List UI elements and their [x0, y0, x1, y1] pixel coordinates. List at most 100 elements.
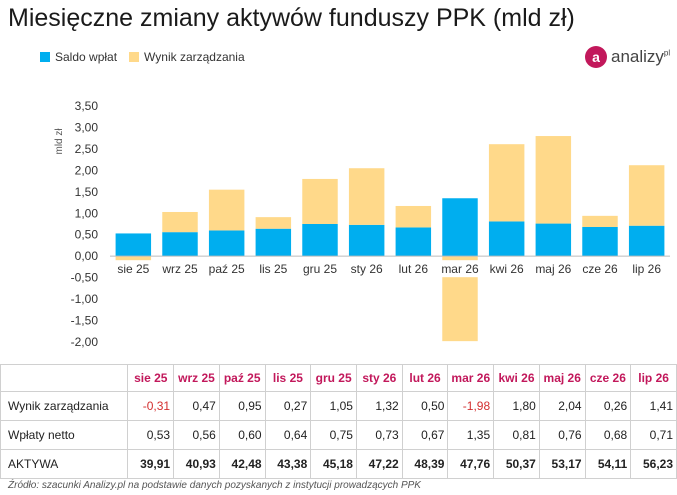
table-cell: 0,75 [310, 420, 357, 450]
table-header-month: kwi 26 [493, 364, 540, 392]
y-tick-label: -0,50 [71, 271, 99, 285]
y-tick-label: 3,00 [75, 120, 99, 134]
table-header-month: mar 26 [447, 364, 495, 392]
chart-title: Miesięczne zmiany aktywów funduszy PPK (… [8, 4, 575, 32]
legend: Saldo wpłat Wynik zarządzania [40, 50, 245, 64]
table-cell: 0,73 [355, 420, 403, 450]
legend-label-wynik: Wynik zarządzania [144, 50, 245, 64]
bar-saldo [628, 225, 665, 257]
x-label-background [110, 260, 157, 278]
table-cell: 1,41 [630, 391, 677, 421]
row-label: Wynik zarządzania [0, 391, 129, 421]
table-cell: 0,71 [630, 420, 677, 450]
x-tick-label: lip 26 [632, 262, 661, 276]
table-cell: 0,47 [173, 391, 220, 421]
table-cell: 42,48 [218, 449, 266, 479]
table-cell: 54,11 [584, 449, 632, 479]
table-header-row: sie 25 wrz 25 paź 25 lis 25 gru 25 sty 26 lut … [0, 364, 677, 392]
table-header-month: sie 25 [127, 364, 175, 392]
table-cell: 0,64 [264, 420, 312, 450]
logo-superscript: pl [663, 48, 671, 58]
legend-swatch-wynik [129, 52, 140, 62]
table-header-month: lut 26 [401, 364, 449, 392]
table-cell: 1,05 [310, 391, 357, 421]
bar-saldo [162, 232, 198, 257]
y-tick-label: 1,50 [75, 185, 99, 199]
table-cell: 39,91 [127, 449, 175, 479]
row-label: AKTYWA [0, 449, 129, 479]
bar-wynik [208, 189, 245, 231]
x-tick-label: wrz 25 [161, 262, 198, 276]
y-tick-label: 2,50 [75, 142, 99, 156]
bar-wynik [255, 217, 292, 229]
table-cell: 0,81 [493, 420, 540, 450]
bar-wynik [302, 178, 338, 224]
table-cell: 47,76 [447, 449, 495, 479]
table-row-wynik: Wynik zarządzania -0,31 0,47 0,95 0,27 1,05 1… [0, 391, 677, 421]
table-cell: 0,67 [401, 420, 449, 450]
x-tick-label: maj 26 [535, 262, 571, 276]
x-label-background [390, 260, 437, 278]
table-cell: 0,95 [218, 391, 266, 421]
table-cell: 0,56 [173, 420, 220, 450]
bar-wynik [348, 168, 385, 225]
x-label-background [250, 260, 297, 278]
table-cell: 0,50 [401, 391, 449, 421]
x-label-background [297, 260, 343, 278]
table-cell: -1,98 [447, 391, 495, 421]
table-row-aktywa: AKTYWA 39,91 40,93 42,48 43,38 45,18 47,22 48,… [0, 449, 677, 479]
x-label-background [343, 260, 390, 278]
bar-saldo [395, 227, 432, 257]
bar-saldo [488, 221, 525, 257]
x-tick-label: sie 25 [117, 262, 149, 276]
table-header-month: lip 26 [630, 364, 677, 392]
legend-label-saldo: Saldo wpłat [55, 50, 118, 64]
table-cell: 2,04 [538, 391, 586, 421]
legend-swatch-saldo [40, 52, 50, 62]
table-cell: 50,37 [493, 449, 540, 479]
table-cell: 56,23 [630, 449, 677, 479]
bar-saldo [255, 228, 292, 257]
logo-text: analizypl [611, 47, 670, 67]
x-label-background [530, 260, 577, 278]
bar-wynik [162, 211, 198, 233]
table-cell: 1,35 [447, 420, 495, 450]
x-tick-label: cze 26 [582, 262, 618, 276]
bar-wynik [582, 215, 618, 228]
bar-wynik [535, 136, 572, 224]
y-tick-label: 0,00 [75, 249, 99, 263]
table-cell: 0,26 [584, 391, 632, 421]
logo-mark-icon: a [585, 46, 607, 68]
table-cell: 0,53 [127, 420, 175, 450]
table-cell: 40,93 [173, 449, 220, 479]
y-tick-label: 0,50 [75, 228, 99, 242]
x-label-background [623, 260, 670, 278]
table-header-month: gru 25 [310, 364, 357, 392]
bar-wynik [395, 205, 432, 228]
x-tick-label: sty 26 [351, 262, 383, 276]
table-cell: 1,80 [493, 391, 540, 421]
bar-saldo [535, 223, 572, 257]
x-tick-label: paź 25 [209, 262, 245, 276]
table-cell: 45,18 [310, 449, 357, 479]
x-tick-label: mar 26 [441, 262, 479, 276]
x-label-background [483, 260, 530, 278]
table-header-month: cze 26 [584, 364, 632, 392]
table-row-wplaty: Wpłaty netto 0,53 0,56 0,60 0,64 0,75 0,73 0,6… [0, 420, 677, 450]
table-cell: -0,31 [127, 391, 175, 421]
x-tick-label: lis 25 [259, 262, 287, 276]
bar-wynik [628, 165, 665, 226]
bar-saldo [348, 224, 385, 257]
bar-saldo [582, 227, 618, 257]
x-tick-label: kwi 26 [490, 262, 524, 276]
logo-word: analizy [611, 47, 664, 66]
source-note: Źródło: szacunki Analizy.pl na podstawie… [8, 480, 421, 491]
table-header-month: sty 26 [355, 364, 403, 392]
table-cell: 47,22 [355, 449, 403, 479]
table-header-month: maj 26 [538, 364, 586, 392]
table-corner [0, 364, 129, 392]
analizy-logo: a analizypl [585, 46, 670, 68]
y-tick-label: -1,00 [71, 292, 99, 306]
bar-saldo [302, 224, 338, 257]
table-cell: 48,39 [401, 449, 449, 479]
